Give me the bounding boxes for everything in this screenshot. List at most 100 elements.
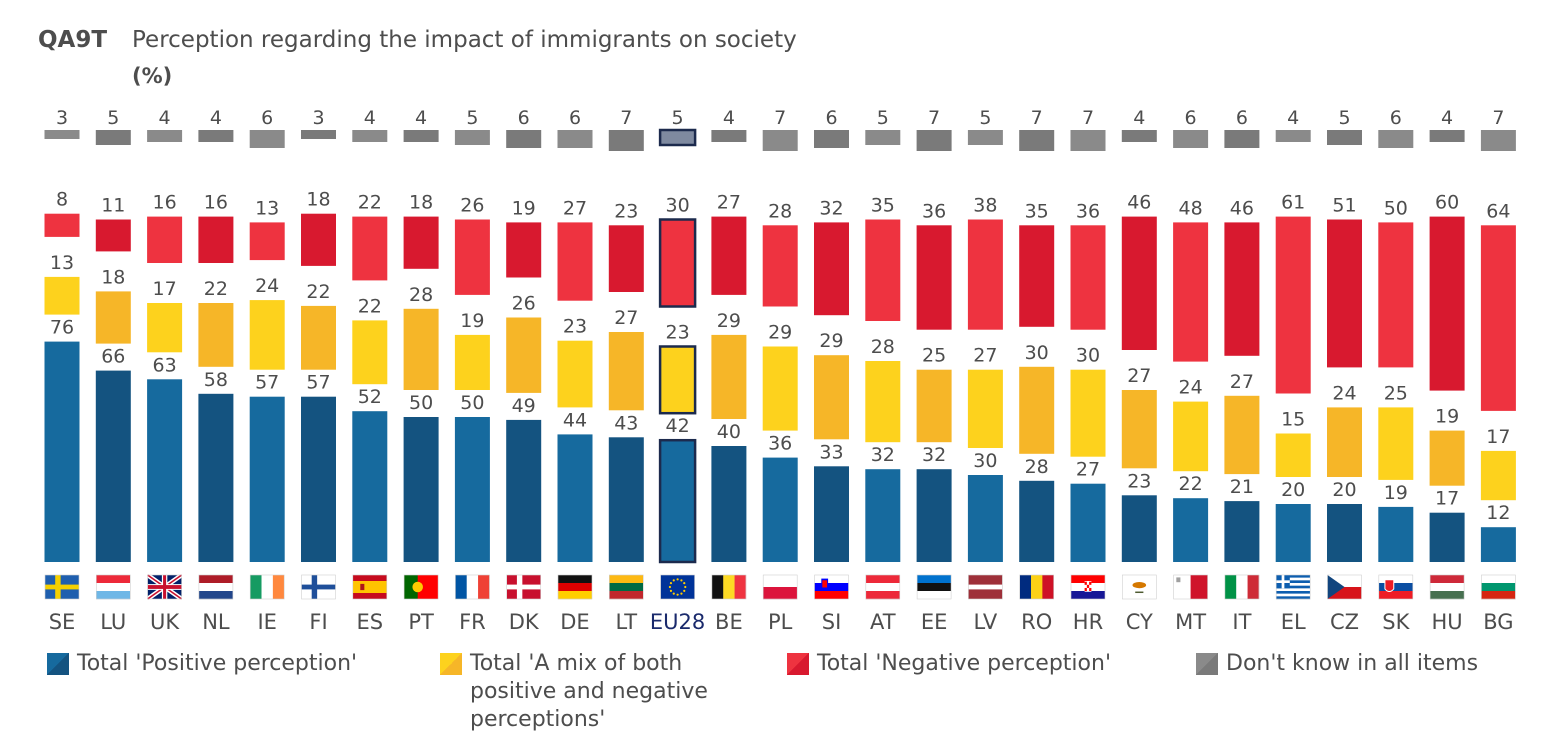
bar-mixed-se xyxy=(44,276,80,315)
bar-group-de: 44 23 27 6 DE xyxy=(557,107,593,634)
bar-group-lv: 30 27 38 5 LV xyxy=(967,107,1003,634)
bar-group-uk: 63 17 16 4 UK xyxy=(146,107,183,634)
category-label-de: DE xyxy=(560,610,589,634)
label-positive-pt: 50 xyxy=(409,392,433,414)
category-label-lv: LV xyxy=(974,610,998,634)
bar-mixed-de xyxy=(557,340,593,408)
bar-mixed-pt xyxy=(403,308,439,390)
category-label-be: BE xyxy=(715,610,743,634)
bar-negative-it xyxy=(1224,222,1260,356)
bar-negative-dk xyxy=(506,222,542,278)
bar-group-ie: 57 24 13 6 IE xyxy=(249,107,285,634)
bar-mixed-cz xyxy=(1327,407,1362,477)
label-mixed-uk: 17 xyxy=(153,278,177,300)
label-dontknow-nl: 4 xyxy=(210,107,222,129)
label-dontknow-lu: 5 xyxy=(107,107,119,129)
bar-group-cz: 20 24 51 5 CZ xyxy=(1327,107,1362,634)
label-negative-uk: 16 xyxy=(153,192,177,214)
bar-group-mt: 22 24 48 6 MT xyxy=(1173,107,1209,634)
bar-dontknow-it xyxy=(1224,130,1260,148)
label-positive-uk: 63 xyxy=(153,354,177,376)
category-label-fr: FR xyxy=(459,610,486,634)
label-mixed-be: 29 xyxy=(717,310,741,332)
category-label-eu28: EU28 xyxy=(650,610,705,634)
category-label-lu: LU xyxy=(100,610,126,634)
flag-se-icon xyxy=(44,574,80,600)
bar-dontknow-uk xyxy=(147,130,183,142)
bar-dontknow-es xyxy=(352,130,388,142)
bar-negative-eu28 xyxy=(658,218,697,308)
bar-negative-nl xyxy=(198,216,234,263)
label-mixed-ie: 24 xyxy=(255,275,279,297)
bar-positive-lu xyxy=(95,370,131,562)
bar-positive-cy xyxy=(1121,495,1157,562)
bar-dontknow-nl xyxy=(198,130,234,142)
label-dontknow-de: 6 xyxy=(569,107,581,129)
flag-fr-icon xyxy=(455,574,490,600)
category-label-nl: NL xyxy=(202,610,230,634)
label-negative-es: 22 xyxy=(358,192,382,214)
flag-be-icon xyxy=(711,574,747,600)
bar-negative-lv xyxy=(967,219,1003,330)
flag-si-icon xyxy=(814,574,849,600)
bar-group-sk: 19 25 50 6 SK xyxy=(1378,107,1414,634)
label-negative-lu: 11 xyxy=(101,195,125,217)
flag-cy-icon xyxy=(1122,574,1157,600)
bar-mixed-be xyxy=(711,334,747,419)
label-negative-ro: 35 xyxy=(1025,200,1049,222)
bar-positive-be xyxy=(711,446,747,562)
label-dontknow-ie: 6 xyxy=(261,107,273,129)
label-mixed-mt: 24 xyxy=(1179,377,1203,399)
label-mixed-pl: 29 xyxy=(768,322,792,344)
bar-dontknow-dk xyxy=(506,130,542,148)
bar-mixed-si xyxy=(814,355,849,440)
label-mixed-sk: 25 xyxy=(1384,382,1408,404)
legend-swatch-dontknow xyxy=(1196,653,1218,675)
label-dontknow-uk: 4 xyxy=(159,107,171,129)
label-positive-lu: 66 xyxy=(101,346,125,368)
bar-positive-es xyxy=(352,411,388,562)
label-negative-mt: 48 xyxy=(1179,197,1203,219)
bar-negative-ee xyxy=(916,225,952,330)
label-positive-pl: 36 xyxy=(768,433,792,455)
label-mixed-fi: 22 xyxy=(306,281,330,303)
chart-title: Perception regarding the impact of immig… xyxy=(132,27,797,53)
bar-dontknow-sk xyxy=(1378,130,1414,148)
bar-group-lt: 43 27 23 7 LT xyxy=(608,107,644,634)
category-label-uk: UK xyxy=(150,610,180,634)
bar-dontknow-fi xyxy=(301,130,336,139)
bar-dontknow-lu xyxy=(95,130,131,145)
bar-negative-pt xyxy=(403,216,439,269)
bar-dontknow-si xyxy=(814,130,849,148)
label-dontknow-pl: 7 xyxy=(774,107,786,129)
bar-positive-se xyxy=(44,341,80,562)
bar-mixed-lt xyxy=(608,332,644,411)
flag-lv-icon xyxy=(968,574,1003,600)
label-dontknow-dk: 6 xyxy=(518,107,530,129)
legend-item-mixed: Total 'A mix of both positive and negati… xyxy=(440,650,740,734)
bar-group-nl: 58 22 16 4 NL xyxy=(198,107,234,634)
label-negative-it: 46 xyxy=(1230,197,1254,219)
label-negative-lv: 38 xyxy=(973,195,997,217)
flag-hu-icon xyxy=(1429,574,1465,600)
label-negative-el: 61 xyxy=(1281,192,1305,214)
bar-mixed-uk xyxy=(147,303,183,353)
bar-negative-se xyxy=(44,213,80,237)
label-positive-ie: 57 xyxy=(255,372,279,394)
label-mixed-dk: 26 xyxy=(512,293,536,315)
label-dontknow-bg: 7 xyxy=(1492,107,1504,129)
label-negative-be: 27 xyxy=(717,192,741,214)
label-mixed-eu28: 23 xyxy=(666,322,690,344)
category-label-fi: FI xyxy=(309,610,327,634)
bar-dontknow-pl xyxy=(762,130,798,151)
label-negative-cz: 51 xyxy=(1332,195,1356,217)
category-label-pt: PT xyxy=(408,610,434,634)
bar-mixed-ro xyxy=(1019,366,1055,454)
label-dontknow-hu: 4 xyxy=(1441,107,1453,129)
label-mixed-ee: 25 xyxy=(922,345,946,367)
bar-mixed-dk xyxy=(506,317,542,393)
bar-negative-fr xyxy=(454,219,490,295)
label-mixed-si: 29 xyxy=(819,330,843,352)
legend-label-mixed: Total 'A mix of both positive and negati… xyxy=(470,651,708,732)
label-dontknow-fr: 5 xyxy=(466,107,478,129)
